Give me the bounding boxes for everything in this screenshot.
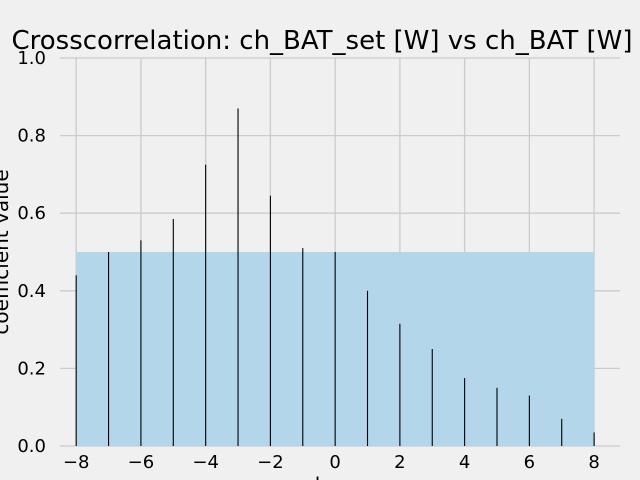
x-tick-label: −4 — [192, 452, 219, 473]
y-tick-labels: 0.0 0.2 0.4 0.6 0.8 1.0 — [17, 48, 46, 457]
chart-title: Crosscorrelation: ch_BAT_set [W] vs ch_B… — [11, 26, 632, 56]
x-tick-label: 0 — [329, 452, 340, 473]
y-tick-label: 0.2 — [17, 358, 46, 379]
bar-lag--3 — [237, 108, 239, 446]
x-tick-label: −8 — [63, 452, 90, 473]
bar-lag-7 — [561, 418, 563, 446]
x-tick-labels: −8 −6 −4 −2 0 2 4 6 8 — [63, 452, 600, 473]
y-axis-label: coefficient value — [0, 169, 13, 334]
bar-lag--6 — [140, 240, 142, 446]
y-tick-label: 0.6 — [17, 203, 46, 224]
bar-lag--8 — [75, 275, 77, 446]
bar-lag-3 — [431, 349, 433, 446]
bar-lag--2 — [269, 195, 271, 446]
bar-lag--5 — [172, 219, 174, 446]
x-tick-label: 4 — [459, 452, 470, 473]
bar-lag-5 — [496, 387, 498, 446]
x-tick-label: 6 — [524, 452, 535, 473]
bar-lag-2 — [399, 323, 401, 446]
bar-lag-8 — [593, 432, 595, 446]
y-tick-label: 0.0 — [17, 436, 46, 457]
bar-lag-1 — [366, 290, 369, 446]
bar-lag--1 — [302, 248, 304, 446]
x-tick-label: −2 — [257, 452, 284, 473]
y-tick-label: 1.0 — [17, 48, 46, 69]
bar-lag--7 — [108, 252, 110, 446]
y-tick-label: 0.8 — [17, 126, 46, 147]
x-tick-label: 2 — [394, 452, 405, 473]
x-tick-label: 8 — [588, 452, 599, 473]
x-axis-label: lag — [315, 473, 346, 480]
bar-lag-0 — [334, 252, 336, 446]
bars — [75, 108, 595, 446]
y-tick-label: 0.4 — [17, 281, 46, 302]
bar-lag--4 — [205, 164, 207, 446]
x-tick-label: −6 — [128, 452, 155, 473]
bar-lag-4 — [464, 378, 466, 446]
bar-lag-6 — [528, 395, 530, 446]
